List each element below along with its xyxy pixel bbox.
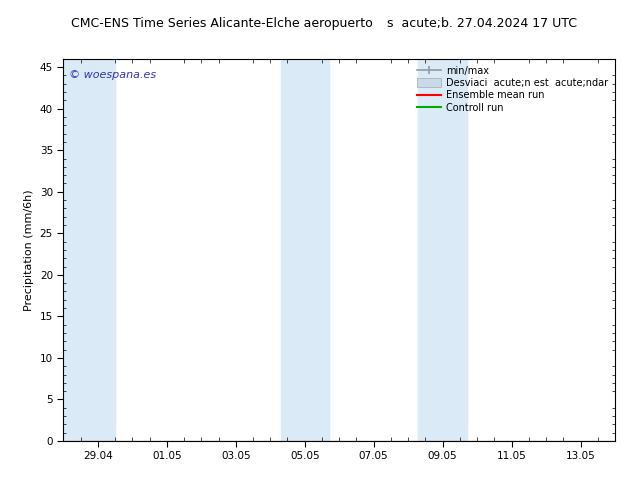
Bar	[281, 59, 329, 441]
Y-axis label: Precipitation (mm/6h): Precipitation (mm/6h)	[24, 189, 34, 311]
Legend: min/max, Desviaci  acute;n est  acute;ndar, Ensemble mean run, Controll run: min/max, Desviaci acute;n est acute;ndar…	[415, 64, 610, 115]
Text: s  acute;b. 27.04.2024 17 UTC: s acute;b. 27.04.2024 17 UTC	[387, 17, 577, 30]
Text: © woespana.es: © woespana.es	[69, 70, 156, 80]
Text: CMC-ENS Time Series Alicante-Elche aeropuerto: CMC-ENS Time Series Alicante-Elche aerop…	[71, 17, 373, 30]
Bar	[63, 59, 115, 441]
Bar	[418, 59, 467, 441]
